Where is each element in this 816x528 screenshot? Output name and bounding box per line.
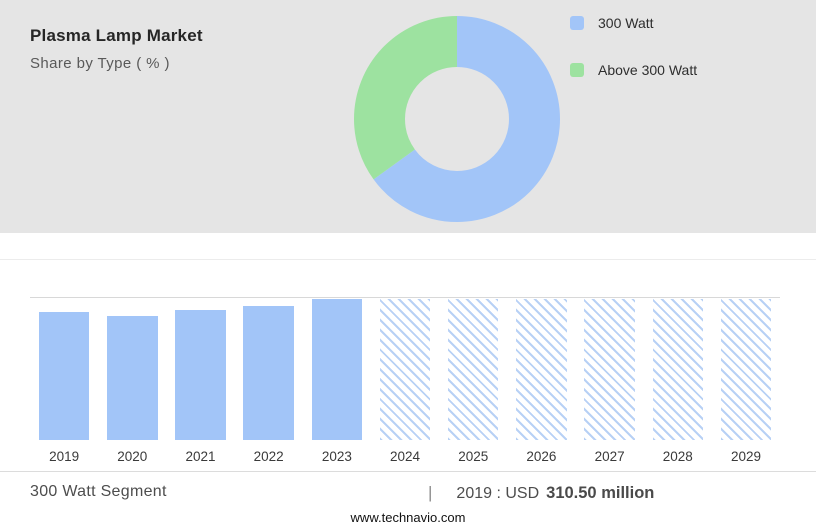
bar-chart-plot [30,297,780,440]
bar [107,315,158,440]
value-prefix: 2019 : USD [456,485,540,502]
donut-chart [352,14,562,224]
legend-swatch-300-watt [570,16,584,30]
forecast-bar [447,298,499,440]
bar [311,298,363,440]
chart-subtitle: Share by Type ( % ) [30,55,170,72]
segment-label: 300 Watt Segment [30,483,167,500]
bar [243,306,294,440]
chart-title: Plasma Lamp Market [30,26,203,45]
x-axis-labels: 2019 2020 2021 2022 2023 2024 2025 2026 2027 2028… [30,449,780,464]
forecast-bar [584,298,635,440]
legend-label: Above 300 Watt [598,62,698,78]
forecast-bar [720,298,772,440]
forecast-bar [516,298,567,440]
title-block: Plasma Lamp Market Share by Type ( % ) [30,26,203,72]
x-axis-label: 2019 [49,449,80,464]
value-text: 2019 : USD 310.50 million [456,484,654,503]
bar-column [166,298,234,440]
bar-column [303,298,371,440]
forecast-bar [652,298,703,440]
header-panel: Plasma Lamp Market Share by Type ( % ) 3… [0,0,816,233]
website-text: www.technavio.com [350,510,466,525]
bar [175,309,226,440]
divider [0,259,816,260]
bar-column [439,298,507,440]
x-axis-label: 2020 [117,449,148,464]
legend: 300 Watt Above 300 Watt [570,15,697,109]
bar-column [371,298,439,440]
forecast-bar [379,298,431,440]
legend-item-300-watt: 300 Watt [570,15,697,31]
legend-item-above-300-watt: Above 300 Watt [570,62,697,78]
legend-label: 300 Watt [598,15,654,31]
value-bold: 310.50 million [546,484,655,502]
x-axis-label: 2029 [730,449,761,464]
bar-chart: 2019 2020 2021 2022 2023 2024 2025 2026 2027 2028… [30,297,780,464]
x-axis-label: 2026 [526,449,557,464]
footer-annotation: 300 Watt Segment | 2019 : USD 310.50 mil… [30,483,786,505]
bar [38,312,90,440]
donut-segment [354,16,560,222]
bar-column [576,298,644,440]
x-axis-label: 2027 [594,449,625,464]
bar-column [507,298,575,440]
x-axis-label: 2023 [321,449,352,464]
legend-swatch-above-300-watt [570,63,584,77]
x-axis-label: 2022 [253,449,284,464]
x-axis-label: 2025 [458,449,489,464]
bar-column [235,298,303,440]
separator-pipe: | [428,483,433,502]
x-axis-label: 2028 [662,449,693,464]
divider [0,471,816,472]
x-axis-label: 2024 [390,449,421,464]
value-group: | 2019 : USD 310.50 million [428,483,654,503]
bar-column [712,298,780,440]
bar-column [98,298,166,440]
bar-column [30,298,98,440]
x-axis-label: 2021 [185,449,216,464]
bar-column [644,298,712,440]
